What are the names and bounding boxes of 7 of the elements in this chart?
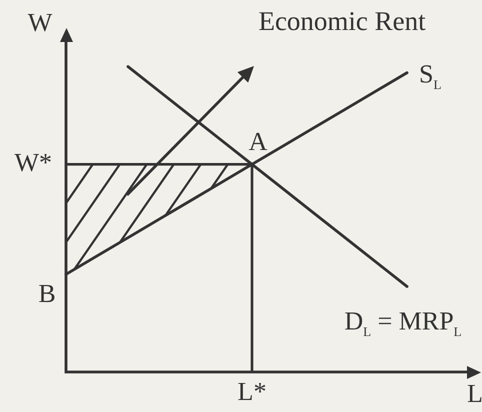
ref-line-label: W* [14,148,52,178]
text: Economic Rent [258,6,426,36]
annotation: A [248,127,268,156]
x-axis-title: L [467,378,482,408]
y-axis-title: W [28,8,53,37]
text: B [38,279,56,308]
text: L* [238,376,266,406]
